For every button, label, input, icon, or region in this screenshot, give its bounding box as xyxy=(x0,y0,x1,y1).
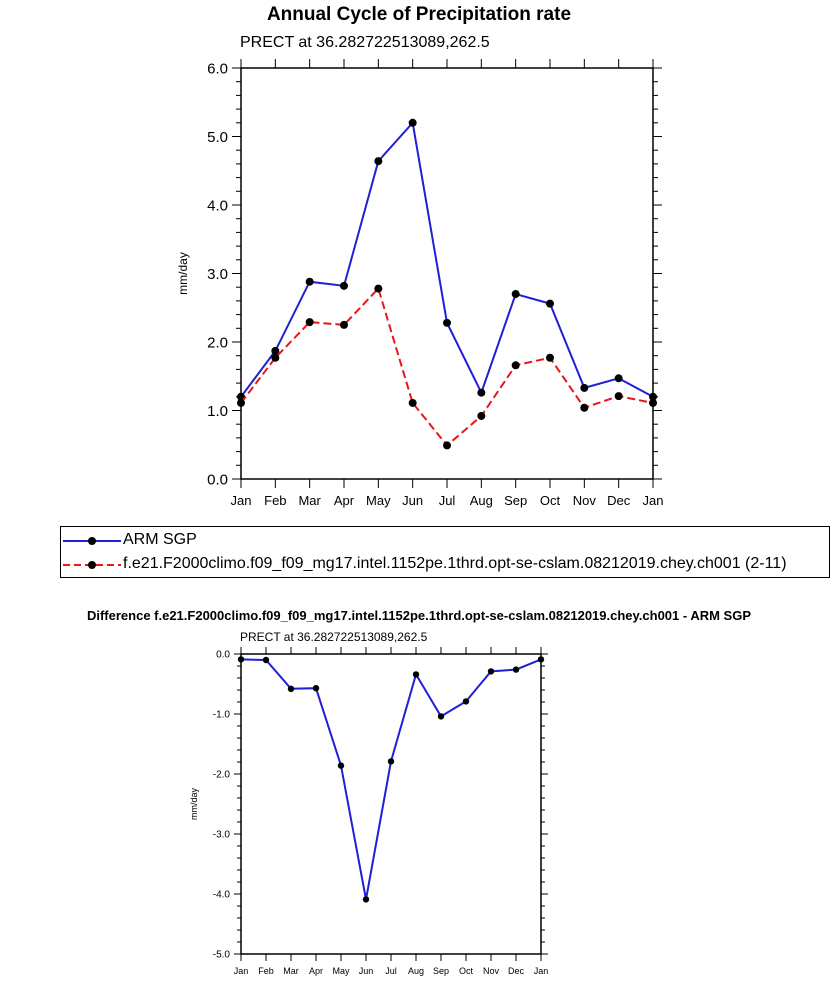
y-tick-label: -1.0 xyxy=(213,710,231,721)
data-point xyxy=(362,896,370,903)
x-tick-label: Sep xyxy=(433,966,449,976)
data-point xyxy=(408,398,417,407)
chart2-subtitle: PRECT at 36.282722513089,262.5 xyxy=(240,630,428,644)
x-tick-label: Mar xyxy=(283,966,299,976)
data-point xyxy=(443,318,451,327)
x-tick-label: Jul xyxy=(385,966,397,976)
data-point xyxy=(412,671,420,678)
data-point xyxy=(305,318,314,327)
y-tick-label: 0.0 xyxy=(216,650,230,661)
data-point xyxy=(340,281,348,290)
data-point xyxy=(408,118,417,127)
data-point xyxy=(487,668,495,675)
x-tick-label: Jan xyxy=(534,966,549,976)
series-line-0 xyxy=(240,120,654,398)
data-point xyxy=(614,374,623,383)
x-tick-label: Sep xyxy=(504,493,527,508)
data-point xyxy=(537,656,545,663)
y-tick-label: 6.0 xyxy=(207,60,228,77)
x-tick-label: Dec xyxy=(607,493,631,508)
data-point xyxy=(271,353,280,362)
x-tick-label: Jul xyxy=(439,493,456,508)
data-point xyxy=(546,353,554,362)
legend-swatch-arm-sgp xyxy=(63,537,121,545)
legend: ARM SGP f.e21.F2000climo.f09_f09_mg17.in… xyxy=(60,526,830,578)
y-axis-label: mm/day xyxy=(189,788,199,821)
y-tick-label: 4.0 xyxy=(207,197,228,214)
data-point xyxy=(312,685,320,692)
x-tick-label: Jan xyxy=(234,966,249,976)
y-tick-label: 2.0 xyxy=(207,334,228,351)
chart2-title: Difference f.e21.F2000climo.f09_f09_mg17… xyxy=(86,608,752,623)
y-tick-label: 0.0 xyxy=(207,471,228,488)
plot-frame xyxy=(240,653,542,955)
data-point xyxy=(546,299,554,308)
legend-label-model: f.e21.F2000climo.f09_f09_mg17.intel.1152… xyxy=(123,555,787,572)
y-tick-label: -4.0 xyxy=(213,890,231,901)
data-point xyxy=(237,398,245,407)
data-point xyxy=(337,762,345,769)
data-point xyxy=(649,398,657,407)
x-tick-label: Oct xyxy=(459,966,474,976)
data-point xyxy=(443,441,451,450)
x-tick-label: Oct xyxy=(540,493,561,508)
data-point xyxy=(287,685,295,692)
plot-frame xyxy=(240,67,654,480)
x-tick-label: Mar xyxy=(298,493,321,508)
data-point xyxy=(649,392,657,401)
data-point xyxy=(462,698,470,705)
y-axis-label: mm/day xyxy=(176,252,190,295)
data-point xyxy=(262,656,270,664)
chart1-title: Annual Cycle of Precipitation rate xyxy=(266,4,572,25)
y-tick-label: 3.0 xyxy=(207,266,228,283)
chart1-plot: 0.0 1.0 2.0 3.0 4.0 5.0 6.0 Jan Feb Mar Apr May Jun J… xyxy=(176,59,664,508)
series-line-0 xyxy=(240,658,542,900)
data-point xyxy=(580,403,589,412)
series-line-1 xyxy=(240,286,654,447)
y-tick-label: -2.0 xyxy=(213,770,231,781)
legend-label-arm-sgp: ARM SGP xyxy=(123,531,197,548)
y-tick-label: 1.0 xyxy=(207,403,228,420)
x-tick-label: May xyxy=(366,493,391,508)
x-tick-label: May xyxy=(332,966,350,976)
y-tick-label: -5.0 xyxy=(213,950,231,961)
data-point xyxy=(614,392,623,401)
data-point xyxy=(511,361,520,370)
data-point xyxy=(477,388,486,397)
legend-item-model: f.e21.F2000climo.f09_f09_mg17.intel.1152… xyxy=(61,554,829,576)
x-tick-label: Aug xyxy=(470,493,493,508)
x-tick-label: Jun xyxy=(402,493,423,508)
x-tick-label: Nov xyxy=(573,493,597,508)
x-tick-label: Dec xyxy=(508,966,525,976)
x-tick-label: Jan xyxy=(231,493,252,508)
x-tick-label: Jan xyxy=(643,493,664,508)
legend-swatch-model xyxy=(63,561,121,569)
x-tick-label: Nov xyxy=(483,966,500,976)
x-tick-label: Aug xyxy=(408,966,424,976)
y-tick-label: -3.0 xyxy=(213,830,231,841)
data-point xyxy=(237,656,245,663)
data-point xyxy=(477,411,486,420)
x-tick-label: Feb xyxy=(264,493,286,508)
data-point xyxy=(387,758,395,765)
data-point xyxy=(512,666,520,673)
data-point xyxy=(374,284,383,293)
data-point xyxy=(374,157,383,166)
data-point xyxy=(511,290,520,299)
chart1-subtitle: PRECT at 36.282722513089,262.5 xyxy=(240,34,490,51)
x-tick-label: Jun xyxy=(359,966,374,976)
legend-item-arm-sgp: ARM SGP xyxy=(61,530,829,552)
x-tick-label: Feb xyxy=(258,966,274,976)
y-tick-label: 5.0 xyxy=(207,129,228,146)
data-point xyxy=(305,277,314,286)
data-point xyxy=(340,320,348,329)
data-point xyxy=(580,383,589,392)
x-tick-label: Apr xyxy=(334,493,355,508)
data-point xyxy=(271,346,280,355)
data-point xyxy=(437,713,445,720)
x-tick-label: Apr xyxy=(309,966,323,976)
